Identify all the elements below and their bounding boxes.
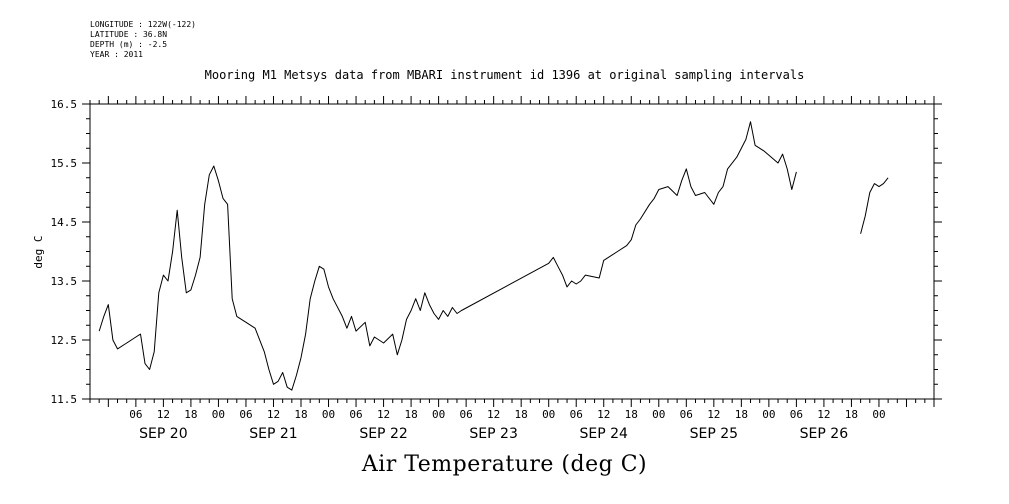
x-tick-label: 12 <box>377 408 390 421</box>
y-axis-label: deg C <box>32 235 45 268</box>
x-tick-label: 06 <box>239 408 252 421</box>
x-tick-label: 00 <box>872 408 885 421</box>
x-tick-label: 06 <box>460 408 473 421</box>
x-tick-label: 12 <box>817 408 830 421</box>
y-tick-label: 16.5 <box>51 98 78 111</box>
x-tick-label: 18 <box>845 408 858 421</box>
x-tick-labels: 06 12 18 00 06 12 18 00 06 12 18 00 06 12 18 00 06 12 18 00… <box>129 408 885 421</box>
y-tick-label: 14.5 <box>51 216 78 229</box>
x-tick-label: 18 <box>515 408 528 421</box>
x-day-label: SEP 21 <box>249 426 297 442</box>
x-tick-label: 06 <box>129 408 142 421</box>
x-tick-label: 18 <box>184 408 197 421</box>
x-tick-label: 12 <box>597 408 610 421</box>
chart-title: Mooring M1 Metsys data from MBARI instru… <box>204 68 805 82</box>
longitude-label: LONGITUDE : 122W(-122) <box>90 20 196 29</box>
y-tick-labels: 11.5 12.5 13.5 14.5 15.5 16.5 <box>51 98 78 406</box>
x-day-label: SEP 26 <box>800 426 849 442</box>
x-day-label: SEP 23 <box>469 426 517 442</box>
x-tick-label: 00 <box>432 408 445 421</box>
x-tick-label: 12 <box>707 408 720 421</box>
metadata-block: LONGITUDE : 122W(-122) LATITUDE : 36.8N … <box>90 20 196 60</box>
x-tick-label: 12 <box>487 408 500 421</box>
y-tick-label: 11.5 <box>51 393 78 406</box>
year-label: YEAR : 2011 <box>90 50 143 59</box>
x-day-labels: SEP 20 SEP 21 SEP 22 SEP 23 SEP 24 SEP 25 SEP … <box>139 426 848 442</box>
x-tick-label: 18 <box>625 408 638 421</box>
x-tick-label: 18 <box>735 408 748 421</box>
y-tick-label: 13.5 <box>51 275 78 288</box>
x-tick-label: 18 <box>404 408 417 421</box>
y-tick-label: 15.5 <box>51 157 78 170</box>
latitude-label: LATITUDE : 36.8N <box>90 30 168 39</box>
x-tick-label: 18 <box>294 408 307 421</box>
x-tick-label: 12 <box>157 408 170 421</box>
plot-frame <box>89 103 935 400</box>
x-tick-label: 00 <box>762 408 775 421</box>
x-tick-label: 06 <box>570 408 583 421</box>
x-tick-label: 00 <box>542 408 555 421</box>
x-axis-label: Air Temperature (deg C) <box>361 452 648 477</box>
axis-ticks <box>82 96 942 407</box>
x-tick-label: 06 <box>680 408 693 421</box>
x-tick-label: 12 <box>267 408 280 421</box>
x-day-label: SEP 24 <box>580 426 629 442</box>
series-line-segment <box>98 121 797 391</box>
x-day-label: SEP 20 <box>139 426 187 442</box>
x-tick-label: 00 <box>212 408 225 421</box>
series-line-segment <box>860 177 889 234</box>
x-tick-label: 00 <box>652 408 665 421</box>
x-day-label: SEP 25 <box>690 426 738 442</box>
y-tick-label: 12.5 <box>51 334 78 347</box>
x-tick-label: 06 <box>790 408 803 421</box>
series-group <box>98 121 889 391</box>
x-tick-label: 06 <box>349 408 362 421</box>
x-day-label: SEP 22 <box>359 426 407 442</box>
x-tick-label: 00 <box>322 408 335 421</box>
depth-label: DEPTH (m) : -2.5 <box>90 40 168 49</box>
